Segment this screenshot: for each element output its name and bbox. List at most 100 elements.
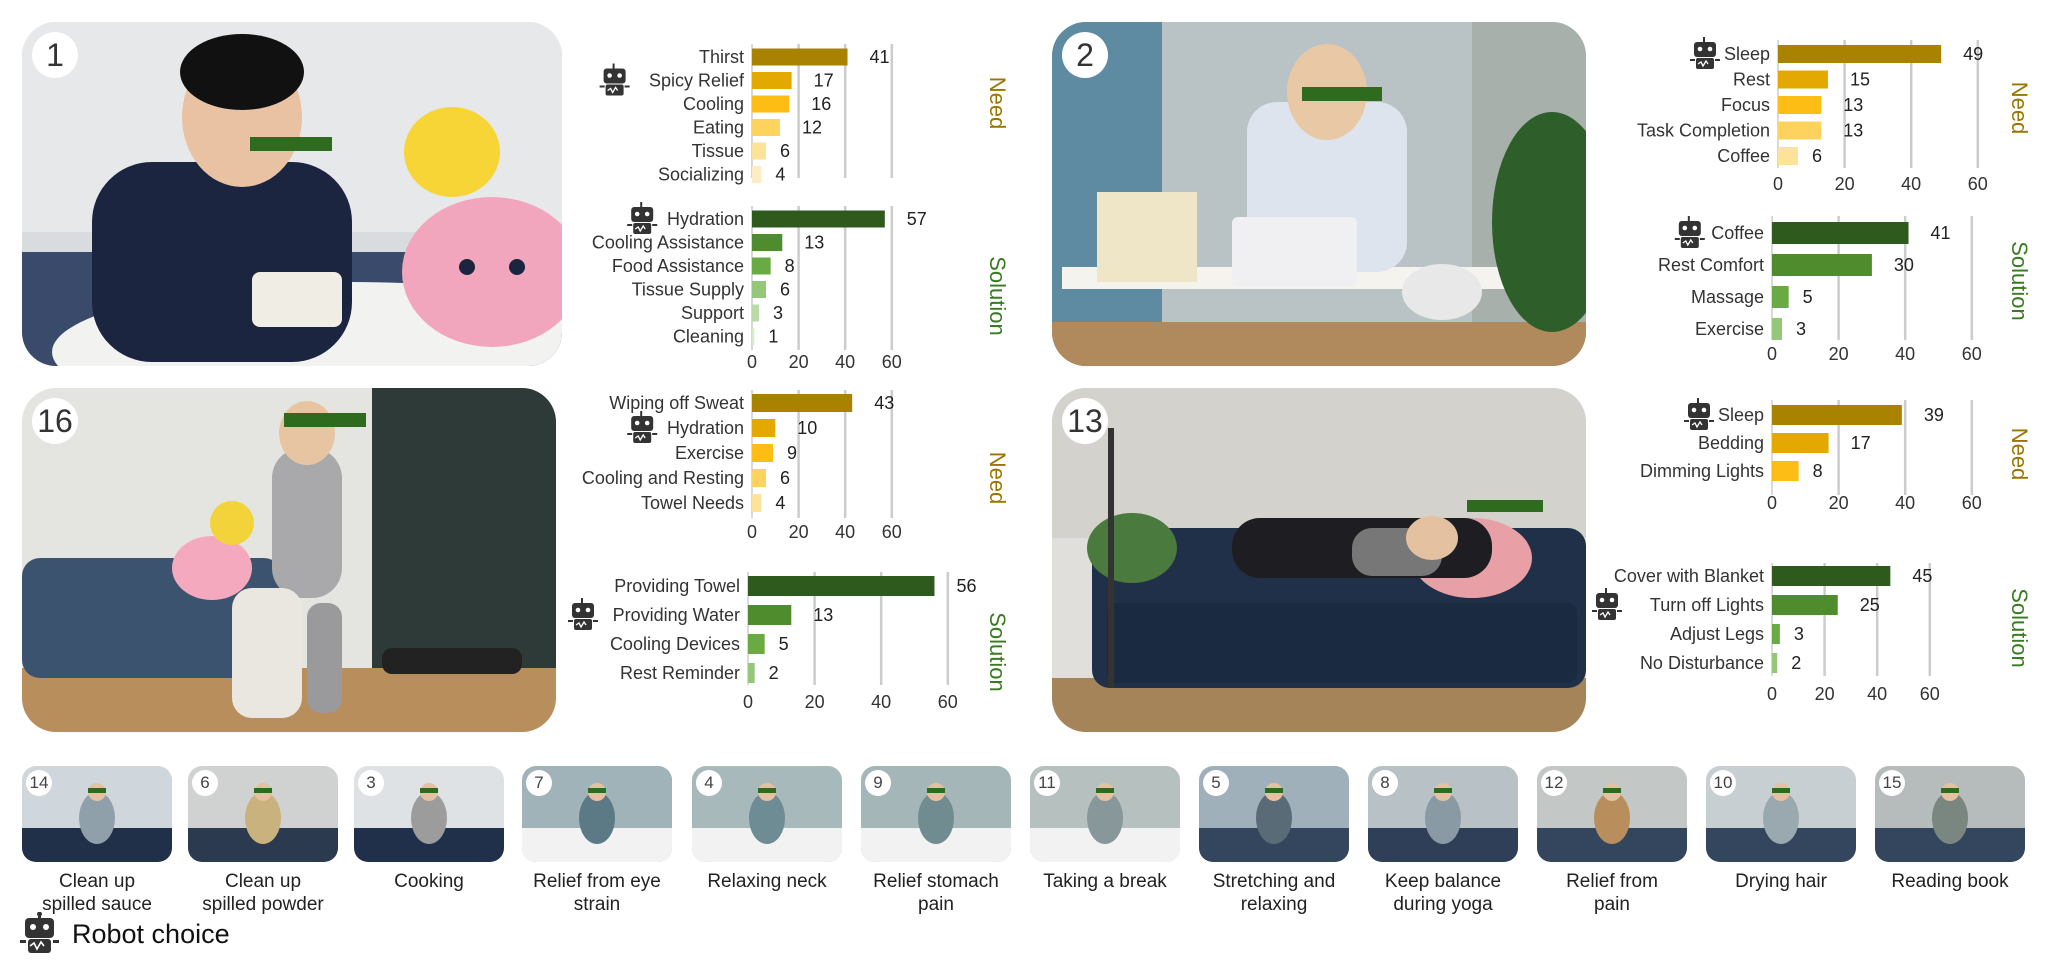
category-label: Cooling Assistance	[592, 233, 744, 253]
tick-label: 40	[835, 522, 855, 542]
category-label: Eating	[693, 118, 744, 138]
thumbnail-caption: Taking a break	[1020, 870, 1190, 893]
group-label: Solution	[2007, 588, 2032, 668]
caption-line: strain	[573, 894, 621, 915]
thumbnail-14: 14	[22, 766, 172, 862]
bar	[752, 142, 766, 160]
value-label: 2	[1791, 653, 1801, 673]
category-label: Providing Towel	[614, 576, 740, 596]
photo-desk-illustration	[1052, 22, 1586, 366]
caption-line: Relief from	[1566, 871, 1658, 892]
caption-line: spilled powder	[202, 894, 324, 915]
value-label: 49	[1963, 44, 1983, 64]
caption-line: Clean up	[58, 871, 136, 892]
category-label: Massage	[1691, 287, 1764, 307]
tick-label: 0	[747, 522, 757, 542]
tick-label: 60	[882, 352, 902, 372]
caption-line: pain	[1594, 894, 1630, 915]
bar	[752, 304, 759, 322]
thumbnail-caption: Clean up spilled powder	[178, 870, 348, 916]
tick-label: 40	[835, 352, 855, 372]
value-label: 12	[802, 118, 822, 138]
caption-line: pain	[918, 894, 954, 915]
value-label: 6	[1812, 146, 1822, 166]
bar	[1778, 70, 1828, 89]
category-label: Tissue	[692, 141, 744, 161]
value-label: 41	[870, 47, 890, 67]
tick-label: 0	[1767, 684, 1777, 704]
tick-label: 40	[1867, 684, 1887, 704]
category-label: Support	[681, 303, 744, 323]
value-label: 6	[780, 468, 790, 488]
thumbnail-5: 5	[1199, 766, 1349, 862]
value-label: 39	[1924, 405, 1944, 425]
bar	[748, 663, 755, 683]
thumbnail-caption: Keep balance during yoga	[1358, 870, 1528, 916]
tick-label: 0	[1773, 174, 1783, 194]
bar	[1772, 318, 1782, 340]
bar	[752, 234, 783, 251]
bar	[752, 444, 773, 462]
scene-badge: 1	[32, 32, 78, 78]
value-label: 3	[773, 303, 783, 323]
category-label: Providing Water	[613, 605, 740, 625]
bar	[1772, 566, 1891, 586]
group-label: Need	[985, 452, 1010, 505]
chart-2-need: Sleep 49 Rest 15 Focus 13 Task Completion 13 Cof…	[1637, 37, 2032, 194]
category-label: Hydration	[667, 209, 744, 229]
category-label: Rest Reminder	[620, 663, 740, 683]
thumbnail-caption: Clean up spilled sauce	[12, 870, 182, 916]
thumbnail-caption: Reading book	[1865, 870, 2035, 893]
thumbnail-badge: 7	[526, 770, 552, 796]
caption-line: spilled sauce	[42, 894, 152, 915]
photo-eating-illustration	[22, 22, 562, 366]
tick-label: 40	[1895, 344, 1915, 364]
thumbnail-badge: 10	[1710, 770, 1736, 796]
category-label: Cover with Blanket	[1614, 566, 1764, 586]
bar	[1772, 405, 1902, 425]
bar	[752, 257, 771, 275]
bar	[748, 634, 765, 654]
bar	[1772, 653, 1778, 673]
thumbnail-caption: Relief stomach pain	[851, 870, 1021, 916]
caption-line: Relief stomach	[873, 871, 999, 892]
value-label: 57	[907, 209, 927, 229]
tick-label: 60	[1968, 174, 1988, 194]
tick-label: 20	[1835, 174, 1855, 194]
group-label: Need	[2007, 428, 2032, 481]
thumbnail-badge: 11	[1034, 770, 1060, 796]
robot-icon	[568, 598, 598, 630]
scene-photo-2: 2	[1052, 22, 1586, 366]
tick-label: 40	[1895, 493, 1915, 513]
caption-line: during yoga	[1393, 894, 1493, 915]
bar	[1778, 96, 1822, 114]
tick-label: 0	[743, 692, 753, 712]
bar	[1778, 147, 1798, 165]
thumbnail-7: 7	[522, 766, 672, 862]
thumbnail-badge: 9	[865, 770, 891, 796]
group-label: Solution	[985, 256, 1010, 336]
bar	[752, 72, 792, 89]
caption-line: Reading book	[1891, 871, 2009, 892]
value-label: 15	[1850, 70, 1870, 90]
caption-line: Stretching and	[1212, 871, 1336, 892]
category-label: Coffee	[1717, 146, 1770, 166]
thumbnail-caption: Stretching and relaxing	[1189, 870, 1359, 916]
bar	[752, 469, 766, 487]
category-label: Focus	[1721, 95, 1770, 115]
group-label: Need	[2007, 82, 2032, 135]
bar	[1772, 595, 1838, 615]
robot-icon	[599, 63, 630, 96]
scene-photo-1: 1	[22, 22, 562, 366]
thumbnail-badge: 6	[192, 770, 218, 796]
value-label: 6	[780, 141, 790, 161]
value-label: 2	[769, 663, 779, 683]
thumbnail-12: 12	[1537, 766, 1687, 862]
value-label: 16	[811, 94, 831, 114]
value-label: 3	[1794, 624, 1804, 644]
thumbnail-photo	[1030, 766, 1180, 862]
caption-line: relaxing	[1240, 894, 1308, 915]
value-label: 4	[775, 493, 785, 513]
thumbnail-6: 6	[188, 766, 338, 862]
